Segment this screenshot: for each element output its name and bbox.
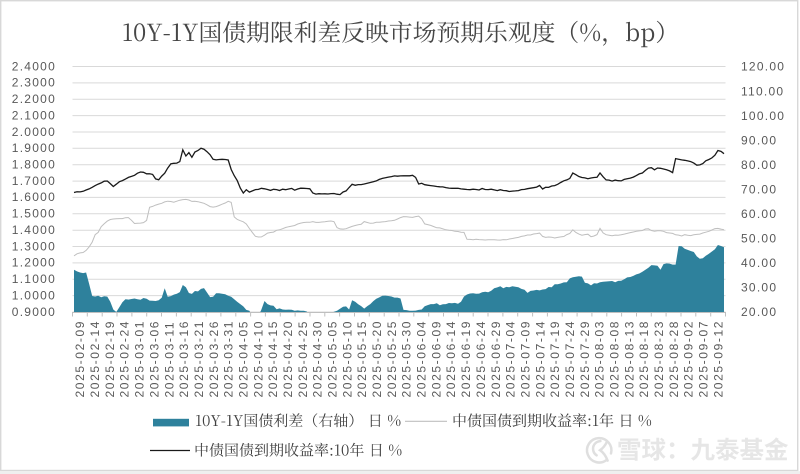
svg-text:110.00: 110.00 [741, 84, 784, 98]
svg-text:2025-07-04: 2025-07-04 [504, 320, 518, 398]
svg-text:1.3000: 1.3000 [12, 239, 56, 253]
svg-text:100.00: 100.00 [741, 109, 785, 123]
svg-text:2025-09-02: 2025-09-02 [682, 320, 696, 398]
svg-text:1.1000: 1.1000 [12, 272, 56, 286]
svg-text:20.00: 20.00 [741, 305, 777, 319]
svg-text:2025-04-15: 2025-04-15 [266, 320, 280, 398]
svg-text:2025-03-06: 2025-03-06 [147, 320, 161, 398]
svg-text:2025-06-04: 2025-06-04 [415, 320, 429, 398]
svg-text:2025-02-09: 2025-02-09 [73, 320, 87, 398]
svg-text:2.4000: 2.4000 [12, 59, 56, 73]
svg-text:80.00: 80.00 [741, 158, 777, 172]
svg-text:90.00: 90.00 [741, 133, 777, 147]
svg-text:50.00: 50.00 [741, 232, 777, 246]
svg-text:2025-08-18: 2025-08-18 [637, 320, 651, 398]
svg-text:70.00: 70.00 [741, 182, 777, 196]
svg-text:2025-03-26: 2025-03-26 [207, 320, 221, 398]
svg-text:2025-06-09: 2025-06-09 [429, 320, 443, 398]
svg-text:1.5000: 1.5000 [12, 207, 56, 221]
svg-text:2025-09-12: 2025-09-12 [711, 320, 725, 398]
svg-text:2025-09-07: 2025-09-07 [697, 320, 711, 398]
svg-text:2025-03-01: 2025-03-01 [133, 320, 147, 398]
svg-text:2.1000: 2.1000 [12, 108, 56, 122]
svg-text:2025-08-08: 2025-08-08 [608, 320, 622, 398]
svg-text:2025-08-23: 2025-08-23 [652, 320, 666, 398]
svg-text:2025-07-24: 2025-07-24 [563, 320, 577, 398]
svg-text:0.9000: 0.9000 [12, 305, 56, 319]
svg-text:2025-04-10: 2025-04-10 [251, 320, 265, 398]
svg-text:2025-03-31: 2025-03-31 [222, 320, 236, 398]
svg-text:2025-08-03: 2025-08-03 [593, 320, 607, 398]
svg-text:30.00: 30.00 [741, 281, 777, 295]
svg-text:2025-06-24: 2025-06-24 [474, 320, 488, 398]
svg-text:60.00: 60.00 [741, 207, 777, 221]
svg-text:2025-07-14: 2025-07-14 [533, 320, 547, 398]
svg-text:2025-07-09: 2025-07-09 [518, 320, 532, 398]
svg-text:2025-04-05: 2025-04-05 [237, 320, 251, 398]
svg-text:2025-03-11: 2025-03-11 [162, 321, 176, 398]
svg-text:2025-03-16: 2025-03-16 [177, 320, 191, 398]
svg-text:2025-06-14: 2025-06-14 [444, 320, 458, 398]
svg-text:2025-05-05: 2025-05-05 [326, 320, 340, 398]
svg-text:2025-03-21: 2025-03-21 [192, 320, 206, 398]
svg-text:2.2000: 2.2000 [12, 92, 56, 106]
svg-text:1.6000: 1.6000 [12, 190, 56, 204]
svg-text:2025-05-25: 2025-05-25 [385, 320, 399, 398]
svg-text:1.7000: 1.7000 [12, 174, 56, 188]
svg-text:2.3000: 2.3000 [12, 76, 56, 90]
svg-text:1.9000: 1.9000 [12, 141, 56, 155]
svg-text:40.00: 40.00 [741, 256, 777, 270]
svg-text:2025-02-14: 2025-02-14 [88, 320, 102, 398]
svg-text:2.0000: 2.0000 [12, 125, 56, 139]
svg-text:2025-06-19: 2025-06-19 [459, 320, 473, 398]
svg-text:1.2000: 1.2000 [12, 256, 56, 270]
svg-text:2025-02-24: 2025-02-24 [118, 320, 132, 398]
svg-text:1.0000: 1.0000 [12, 288, 56, 302]
svg-text:1.8000: 1.8000 [12, 158, 56, 172]
svg-text:2025-05-20: 2025-05-20 [370, 320, 384, 398]
svg-text:2025-07-29: 2025-07-29 [578, 320, 592, 398]
svg-text:2025-07-19: 2025-07-19 [548, 320, 562, 398]
svg-text:2025-08-13: 2025-08-13 [622, 320, 636, 398]
svg-text:1.4000: 1.4000 [12, 223, 56, 237]
svg-text:2025-02-19: 2025-02-19 [103, 320, 117, 398]
svg-text:2025-05-15: 2025-05-15 [355, 320, 369, 398]
svg-text:2025-04-30: 2025-04-30 [311, 320, 325, 398]
svg-text:2025-05-10: 2025-05-10 [340, 320, 354, 398]
svg-text:2025-06-29: 2025-06-29 [489, 320, 503, 398]
svg-text:2025-08-28: 2025-08-28 [667, 320, 681, 398]
svg-text:2025-04-20: 2025-04-20 [281, 320, 295, 398]
svg-text:120.00: 120.00 [741, 60, 785, 74]
svg-text:2025-04-25: 2025-04-25 [296, 320, 310, 398]
svg-text:2025-05-30: 2025-05-30 [400, 320, 414, 398]
